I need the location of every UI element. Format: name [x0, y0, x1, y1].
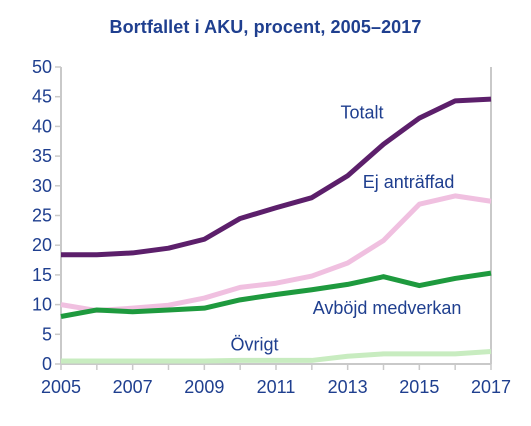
y-tick-label: 15 — [32, 265, 52, 285]
series-label-ovrigt: Övrigt — [230, 334, 278, 354]
series-label-avbojd-medverkan: Avböjd medverkan — [313, 298, 462, 318]
y-tick-label: 40 — [32, 116, 52, 136]
x-tick-label: 2009 — [184, 377, 224, 397]
y-tick-label: 30 — [32, 176, 52, 196]
series-line-ovrigt — [61, 349, 492, 364]
series-label-totalt: Totalt — [340, 103, 383, 123]
y-tick-label: 45 — [32, 87, 52, 107]
series-label-ej-antraffad: Ej anträffad — [363, 172, 455, 192]
chart-title: Bortfallet i AKU, procent, 2005–2017 — [109, 17, 422, 37]
x-tick-label: 2015 — [399, 377, 439, 397]
y-tick-label: 0 — [42, 354, 52, 374]
x-tick-label: 2013 — [328, 377, 368, 397]
y-tick-label: 50 — [32, 57, 52, 77]
x-tick-label: 2011 — [257, 377, 296, 397]
x-tick-label: 2005 — [41, 377, 81, 397]
y-tick-label: 20 — [32, 235, 52, 255]
series-line-avbojd-medverkan — [60, 270, 492, 319]
x-tick-label: 2007 — [113, 377, 153, 397]
series-line-totalt — [61, 96, 492, 258]
series-line-ej-antraffad — [60, 193, 492, 314]
x-tick-label: 2017 — [471, 377, 511, 397]
y-tick-label: 35 — [32, 146, 52, 166]
y-tick-label: 5 — [42, 324, 52, 344]
y-tick-label: 25 — [32, 206, 52, 226]
y-tick-label: 10 — [32, 295, 52, 315]
